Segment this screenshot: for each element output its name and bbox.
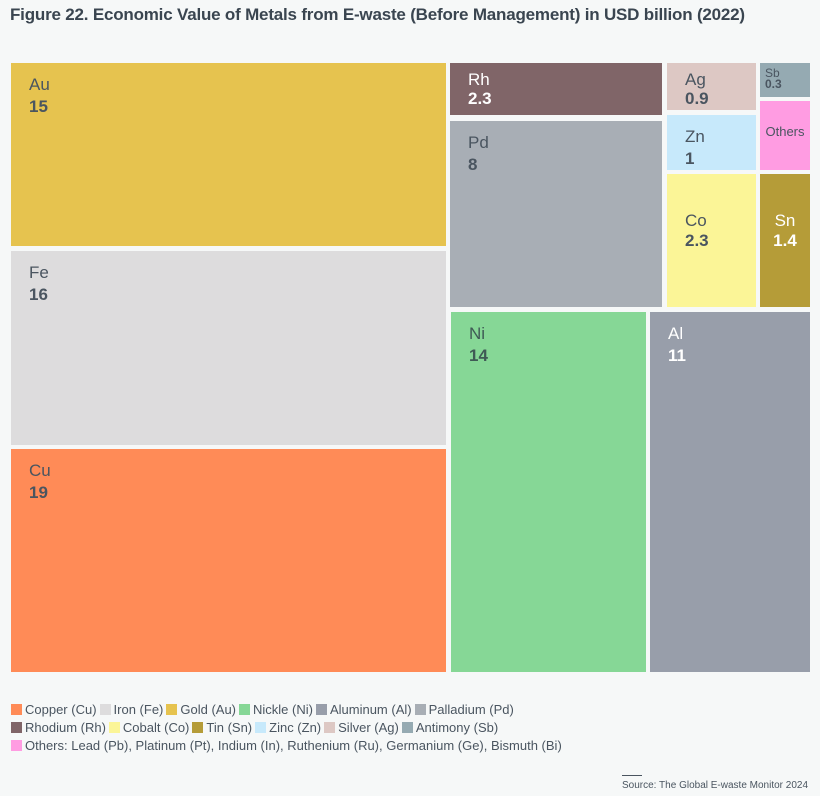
treemap-tile-pd: Pd 8	[450, 121, 662, 307]
tile-label: Sb	[765, 66, 780, 80]
tile-value: 11	[668, 346, 686, 365]
legend-item: Nickle (Ni)	[239, 702, 313, 717]
legend-row: Others: Lead (Pb), Platinum (Pt), Indium…	[11, 736, 565, 754]
legend-label: Gold (Au)	[180, 701, 237, 717]
tile-label: Fe	[29, 263, 49, 282]
tile-value: 2.3	[685, 231, 709, 250]
legend-item: Tin (Sn)	[192, 720, 252, 735]
treemap-tile-ni: Ni 14	[451, 312, 646, 672]
tile-value: 1	[685, 149, 695, 168]
legend-swatch	[192, 721, 204, 733]
legend-item: Antimony (Sb)	[401, 719, 499, 735]
legend-label: Aluminum (Al)	[329, 701, 412, 717]
legend-swatch	[166, 703, 178, 715]
legend-swatch	[315, 703, 327, 715]
legend-row: Rhodium (Rh) Cobalt (Co) Tin (Sn) Zinc (Zn)…	[11, 718, 565, 736]
source-note: Source: The Global E-waste Monitor 2024	[622, 780, 809, 791]
tile-label: Co	[685, 211, 707, 230]
legend-swatch	[414, 703, 426, 715]
legend-item: Iron (Fe)	[99, 701, 164, 717]
treemap-tile-others: Others	[760, 101, 810, 170]
chart-title: Figure 22. Economic Value of Metals from…	[10, 5, 745, 24]
legend-label: Others: Lead (Pb), Platinum (Pt), Indium…	[25, 737, 562, 753]
source-divider	[622, 775, 642, 776]
legend-swatch	[255, 721, 267, 733]
legend-item: Cobalt (Co)	[108, 719, 190, 735]
treemap-tile-al: Al 11	[650, 312, 810, 672]
treemap-tile-sn: Sn 1.4	[760, 174, 810, 307]
legend-row: Copper (Cu) Iron (Fe) Gold (Au) Nickle (Ni)…	[11, 700, 565, 718]
legend-item: Gold (Au)	[166, 702, 236, 717]
legend-item: Zinc (Zn)	[255, 720, 321, 735]
legend-item: Silver (Ag)	[324, 720, 399, 735]
legend-swatch	[99, 703, 111, 715]
tile-label: Ni	[469, 324, 486, 343]
tile-value: 0.3	[765, 77, 782, 91]
tile-value: 0.9	[685, 89, 709, 108]
tile-label: Au	[29, 75, 50, 94]
treemap-tile-rh: Rh 2.3	[450, 63, 662, 115]
treemap-tile-fe: Fe 16	[11, 251, 446, 445]
legend-item: Others: Lead (Pb), Platinum (Pt), Indium…	[11, 738, 562, 753]
legend-label: Zinc (Zn)	[269, 719, 322, 735]
legend-item: Rhodium (Rh)	[11, 720, 106, 735]
legend-item: Palladium (Pd)	[414, 701, 514, 717]
treemap-tile-zn: Zn 1	[667, 115, 756, 170]
tile-value: 14	[469, 346, 488, 365]
tile-value: 16	[29, 285, 48, 304]
tile-label: Zn	[685, 127, 705, 146]
legend-label: Silver (Ag)	[338, 719, 399, 735]
legend-swatch	[401, 721, 413, 733]
legend-label: Antimony (Sb)	[415, 719, 499, 735]
legend-swatch	[11, 703, 22, 715]
tile-value: 1.4	[773, 231, 797, 250]
tile-value: 2.3	[468, 89, 492, 108]
tile-label: Al	[668, 324, 684, 343]
treemap-tile-cu: Cu 19	[11, 449, 446, 672]
tile-label: Cu	[29, 461, 51, 480]
tile-label: Rh	[468, 70, 490, 89]
treemap-tile-ag: Ag 0.9	[667, 63, 756, 110]
tile-label: Others	[765, 124, 805, 139]
tile-label: Sn	[774, 211, 796, 230]
legend-label: Iron (Fe)	[113, 701, 164, 717]
legend-label: Rhodium (Rh)	[25, 719, 106, 735]
legend-swatch	[108, 721, 120, 733]
legend-swatch	[11, 721, 22, 733]
tile-value: 8	[468, 155, 478, 174]
tile-label: Ag	[685, 70, 706, 89]
legend-swatch	[11, 739, 22, 751]
legend-label: Cobalt (Co)	[122, 719, 190, 735]
legend-swatch	[239, 703, 251, 715]
legend-label: Tin (Sn)	[206, 719, 253, 735]
tile-value: 15	[29, 97, 48, 116]
legend-label: Nickle (Ni)	[253, 701, 313, 717]
treemap-tile-au: Au 15	[11, 63, 446, 246]
treemap-tile-co: Co 2.3	[667, 174, 756, 307]
legend-item: Aluminum (Al)	[315, 701, 412, 717]
legend-label: Copper (Cu)	[25, 701, 97, 717]
legend-item: Copper (Cu)	[11, 702, 97, 717]
treemap: Au 15 Fe 16 Cu 19 Rh 2.3 Pd 8 Ag 0.9 Sb 0.3 Zn 1 Others C…	[11, 63, 810, 672]
legend: Copper (Cu) Iron (Fe) Gold (Au) Nickle (Ni)…	[11, 700, 565, 754]
tile-label: Pd	[468, 133, 489, 152]
legend-swatch	[324, 721, 336, 733]
treemap-tile-sb: Sb 0.3	[760, 63, 810, 97]
legend-label: Palladium (Pd)	[428, 701, 514, 717]
tile-value: 19	[29, 483, 48, 502]
